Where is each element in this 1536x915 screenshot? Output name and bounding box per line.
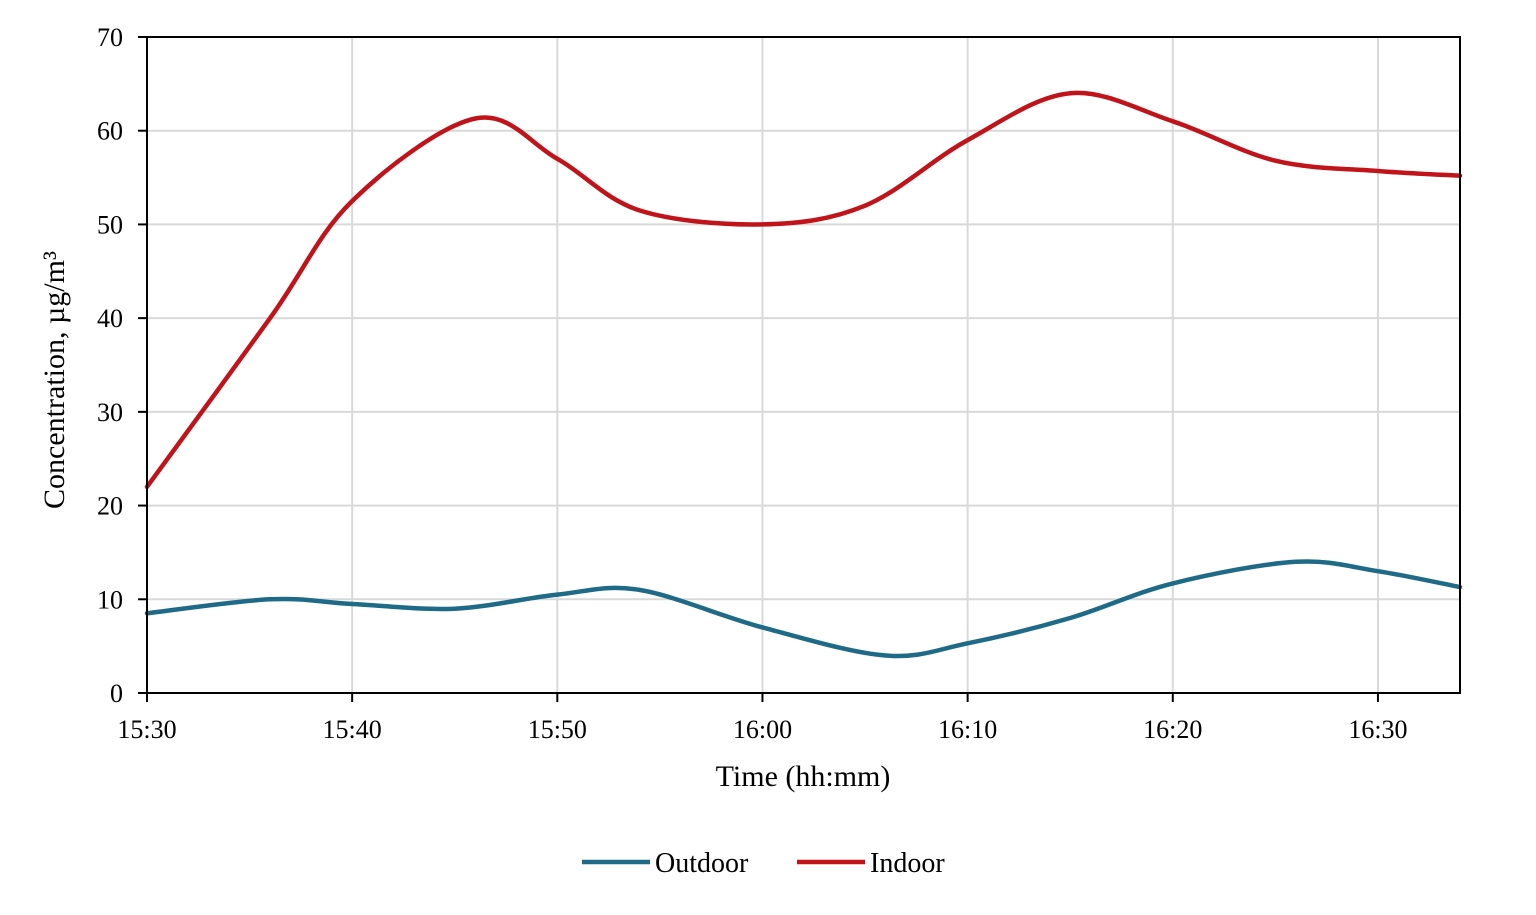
x-tick-label: 16:10 xyxy=(938,715,997,744)
axes xyxy=(138,36,1461,702)
x-tick-label: 15:40 xyxy=(323,715,382,744)
y-tick-label: 60 xyxy=(97,117,123,146)
legend: Outdoor Indoor xyxy=(582,848,945,879)
y-tick-label: 30 xyxy=(97,398,123,427)
series-line-outdoor xyxy=(144,559,1463,659)
x-axis-label: Time (hh:mm) xyxy=(716,760,891,793)
x-tick-label: 16:00 xyxy=(733,715,792,744)
y-tick-label: 0 xyxy=(110,679,123,708)
series-lines xyxy=(144,90,1463,659)
x-tick-labels: 15:30 15:40 15:50 16:00 16:10 16:20 16:30 xyxy=(117,715,1407,744)
x-tick-label: 15:30 xyxy=(117,715,176,744)
y-tick-labels: 0 10 20 30 40 50 60 70 xyxy=(97,23,123,708)
legend-label-indoor: Indoor xyxy=(870,848,945,879)
y-tick-label: 20 xyxy=(97,492,123,521)
y-tick-label: 70 xyxy=(97,23,123,52)
x-tick-label: 16:20 xyxy=(1143,715,1202,744)
y-axis-label: Concentration, µg/m³ xyxy=(38,251,71,509)
legend-label-outdoor: Outdoor xyxy=(655,848,749,879)
y-tick-label: 40 xyxy=(97,304,123,333)
x-tick-label: 15:50 xyxy=(528,715,587,744)
plot-frame xyxy=(146,36,1461,694)
series-line-indoor xyxy=(144,90,1463,490)
x-tick-label: 16:30 xyxy=(1348,715,1407,744)
grid-lines xyxy=(147,36,1460,693)
y-tick-label: 10 xyxy=(97,585,123,614)
y-tick-label: 50 xyxy=(97,210,123,239)
